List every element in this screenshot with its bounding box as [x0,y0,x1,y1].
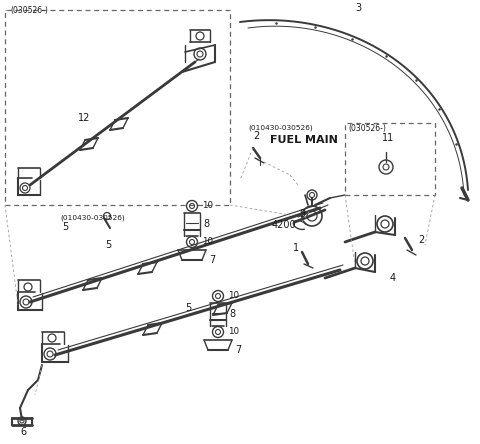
Text: 8: 8 [203,219,209,229]
Text: 4200: 4200 [272,220,297,230]
Text: (010430-030526): (010430-030526) [248,125,313,131]
Text: 2: 2 [253,131,259,141]
Text: 9: 9 [299,209,305,219]
Text: 3: 3 [355,3,361,13]
Text: FUEL MAIN: FUEL MAIN [270,135,338,145]
Text: 10: 10 [202,202,213,210]
Bar [345,123,435,195]
Text: 7: 7 [235,345,241,355]
Text: 6: 6 [20,427,26,437]
Text: 5: 5 [105,240,111,250]
Text: 12: 12 [78,113,90,123]
Bar [5,10,230,205]
Text: (030526-): (030526-) [348,123,386,132]
Text: 7: 7 [209,255,215,265]
Text: 5: 5 [185,303,191,313]
Text: 10: 10 [202,238,213,246]
Text: 8: 8 [229,309,235,319]
Text: 10: 10 [228,328,239,337]
Text: 11: 11 [382,133,394,143]
Text: (030526-): (030526-) [10,7,48,16]
Text: (010430-030526): (010430-030526) [60,215,125,221]
Text: 10: 10 [228,292,239,301]
Text: 2: 2 [418,235,424,245]
Text: 5: 5 [62,222,68,232]
Text: 1: 1 [293,243,299,253]
Text: 4: 4 [390,273,396,283]
